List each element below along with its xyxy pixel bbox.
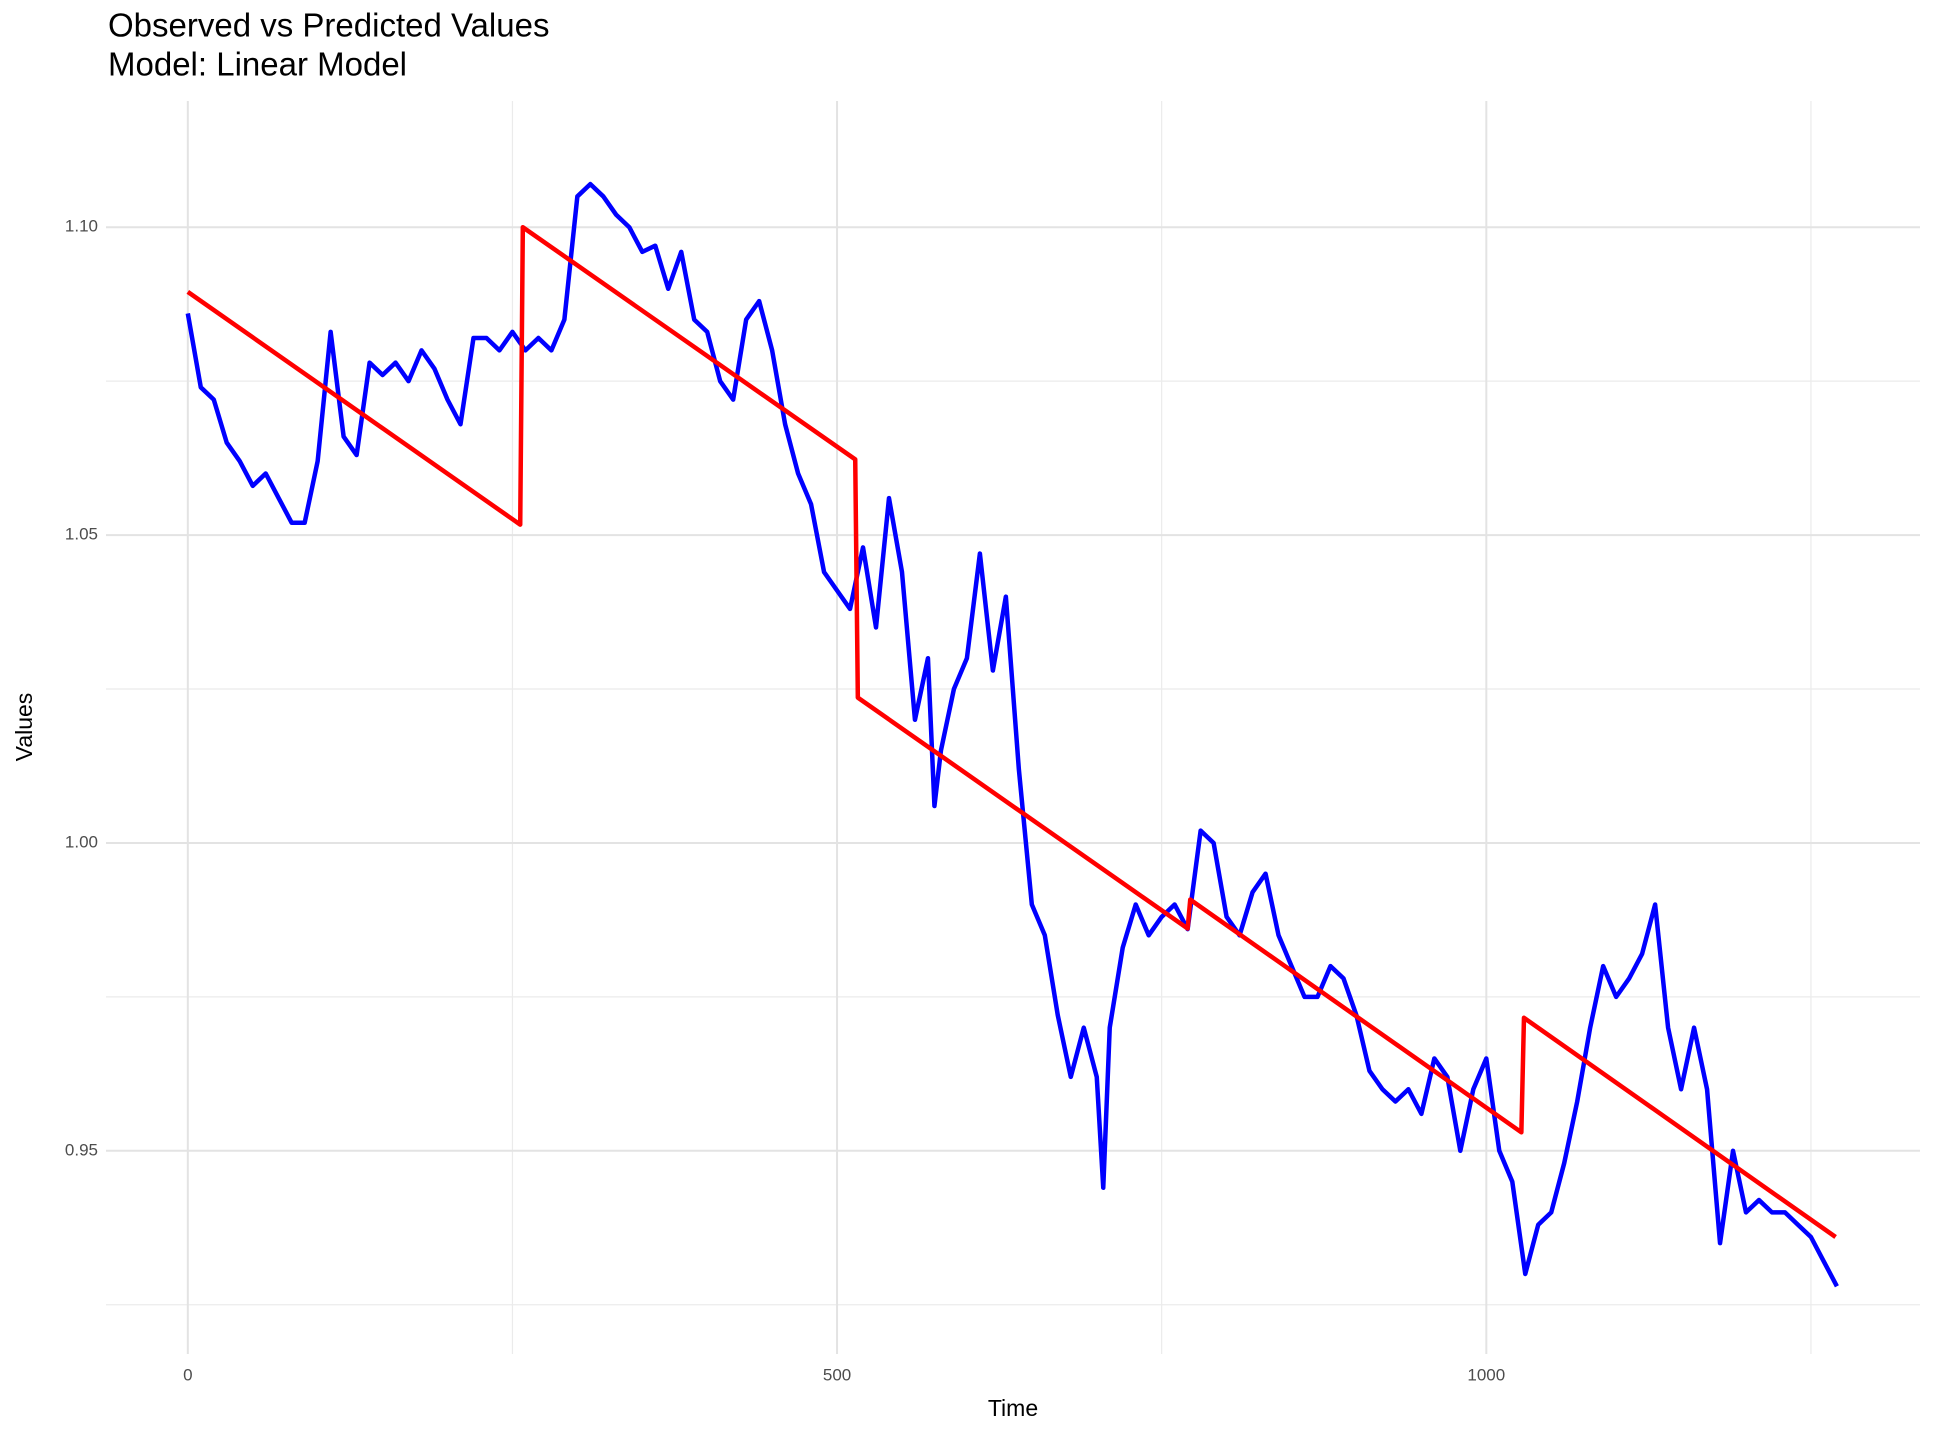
x-tick-label: 500 [823,1365,851,1384]
y-tick-label: 1.10 [65,217,98,236]
y-tick-label: 0.95 [65,1140,98,1159]
x-tick-label: 1000 [1467,1365,1505,1384]
y-tick-label: 1.05 [65,525,98,544]
series-line [185,181,1839,1288]
y-tick-label: 1.00 [65,832,98,851]
y-axis-title: Values [11,693,37,762]
chart-subtitle: Model: Linear Model [108,46,407,83]
x-axis-title: Time [988,1395,1038,1421]
x-tick-label: 0 [183,1365,192,1384]
series-line [186,224,1837,1239]
chart-title: Observed vs Predicted Values [108,7,549,44]
